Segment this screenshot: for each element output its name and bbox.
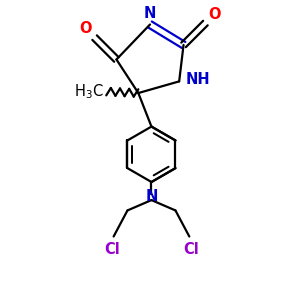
Text: Cl: Cl <box>183 242 199 257</box>
Text: N: N <box>144 6 156 21</box>
Text: O: O <box>79 21 92 36</box>
Text: Cl: Cl <box>104 242 120 257</box>
Text: NH: NH <box>186 72 210 87</box>
Text: N: N <box>145 189 158 204</box>
Text: H$_3$C: H$_3$C <box>74 82 104 101</box>
Text: O: O <box>208 7 221 22</box>
